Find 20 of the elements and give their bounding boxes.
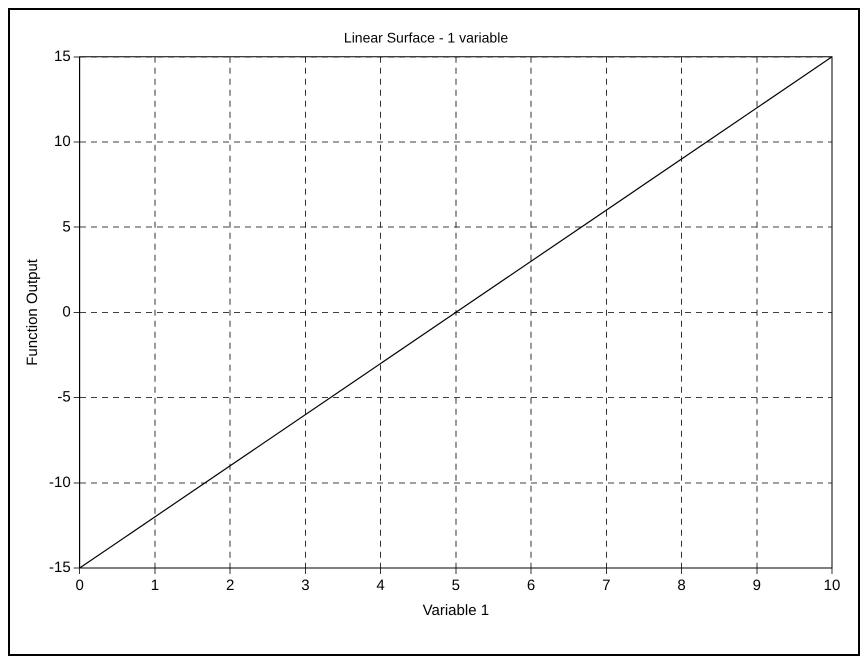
x-tick-label: 5 xyxy=(452,577,460,594)
x-tick-label: 10 xyxy=(824,577,840,594)
y-tick-label: -15 xyxy=(48,559,71,576)
y-axis-title: Function Output xyxy=(24,258,42,366)
x-tick-label: 6 xyxy=(526,577,536,594)
y-tick-label: 5 xyxy=(62,218,71,236)
y-tick-label: 15 xyxy=(54,48,71,65)
x-tick-label: 0 xyxy=(76,577,84,594)
y-tick-label: 10 xyxy=(54,133,71,150)
x-tick-label: 9 xyxy=(752,577,761,594)
x-tick-label: 1 xyxy=(150,577,160,594)
x-tick-label: 7 xyxy=(602,577,610,594)
chart-title: Linear Surface - 1 variable xyxy=(344,29,508,46)
y-tick-label: -5 xyxy=(57,388,71,406)
x-tick-label: 2 xyxy=(226,577,234,594)
x-tick-label: 4 xyxy=(376,577,385,594)
y-tick-label: 0 xyxy=(62,304,71,321)
x-tick-label: 8 xyxy=(677,577,686,594)
x-tick-label: 3 xyxy=(301,577,310,594)
y-tick-label: -10 xyxy=(48,474,71,491)
